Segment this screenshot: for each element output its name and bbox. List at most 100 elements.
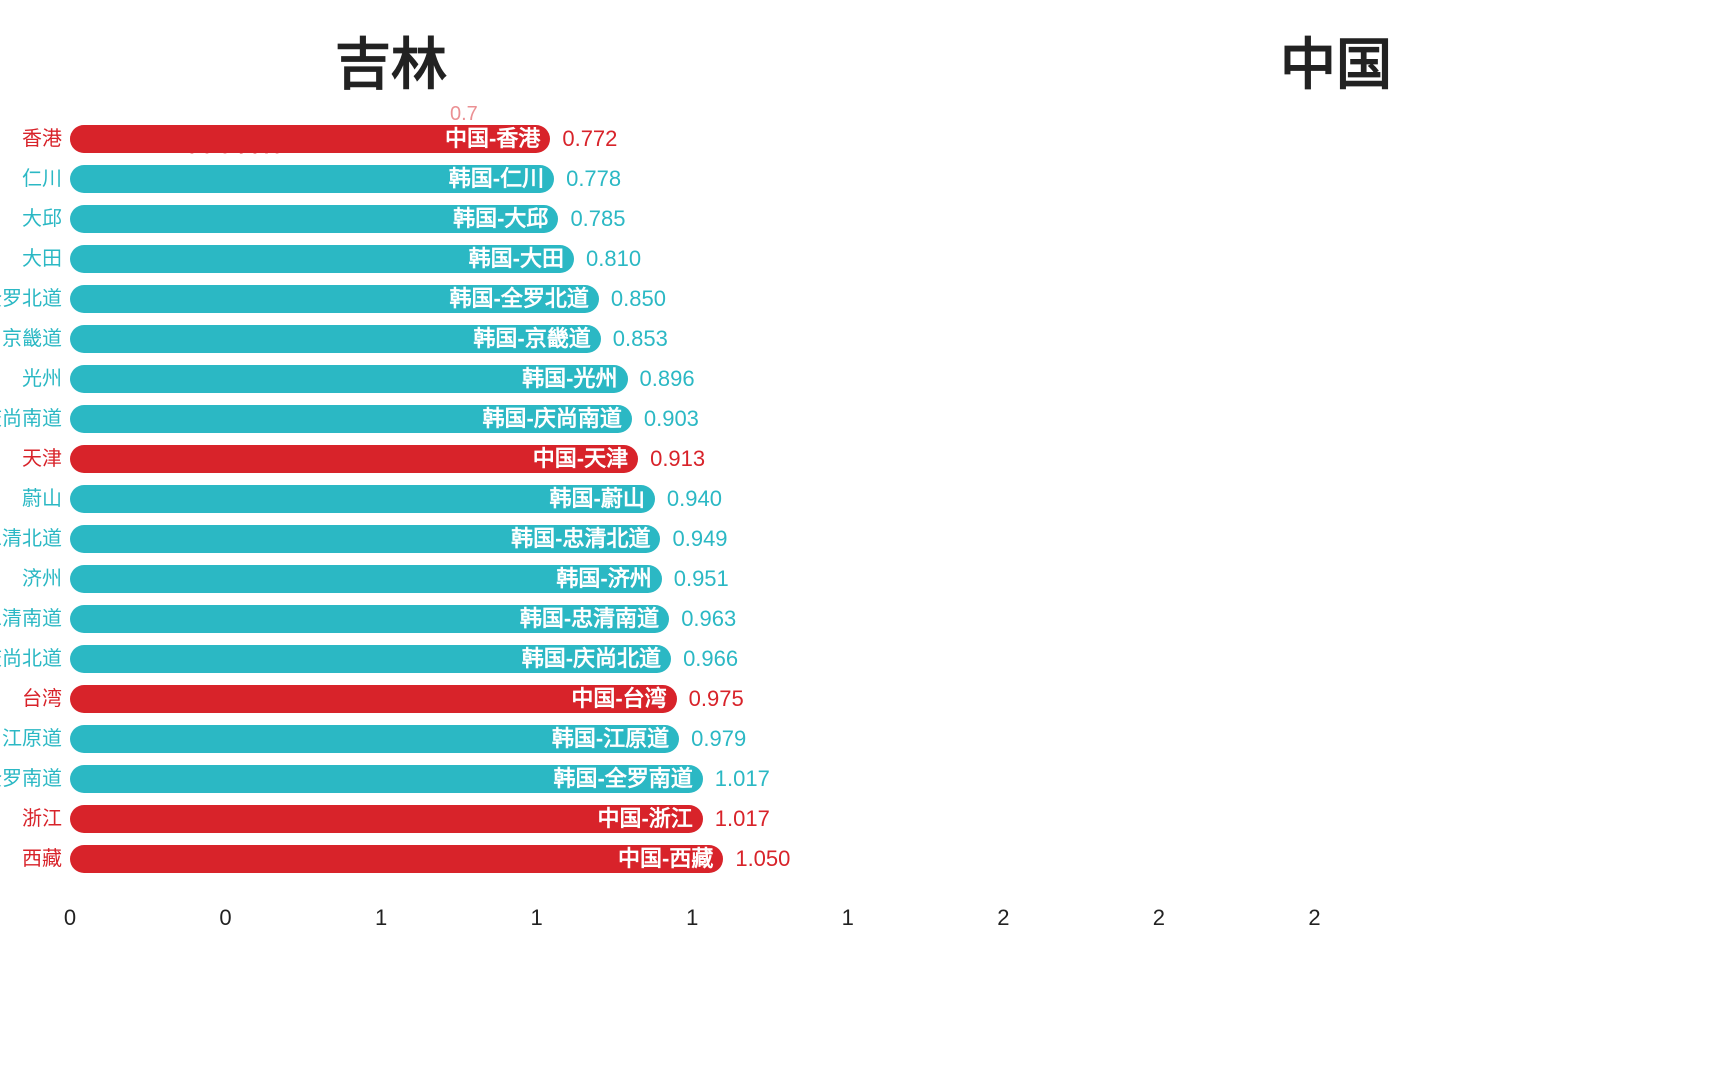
bar-row: 庆尚南道韩国-庆尚南道0.903 <box>70 405 1470 433</box>
bar-value-label: 0.903 <box>644 405 699 433</box>
bar-inner-label: 韩国-忠清北道 <box>511 525 650 553</box>
bar-chart: 中国-吉林0.7香港中国-香港0.772仁川韩国-仁川0.778大邱韩国-大邱0… <box>70 125 1470 885</box>
bar-value-label: 0.853 <box>613 325 668 353</box>
bar-inner-label: 中国-香港 <box>445 125 540 153</box>
bar: 中国-台湾 <box>70 685 677 713</box>
bar: 韩国-京畿道 <box>70 325 601 353</box>
bar-inner-label: 韩国-大邱 <box>453 205 548 233</box>
bar-inner-label: 韩国-大田 <box>469 245 564 273</box>
bar: 韩国-蔚山 <box>70 485 655 513</box>
title-left: 吉林 <box>335 20 447 101</box>
bar-row: 台湾中国-台湾0.975 <box>70 685 1470 713</box>
x-tick-label: 2 <box>1308 905 1320 931</box>
x-tick-label: 2 <box>1153 905 1165 931</box>
bar-inner-label: 韩国-京畿道 <box>473 325 590 353</box>
y-axis-label: 京畿道 <box>2 325 62 353</box>
ghost-bar-value: 0.7 <box>450 103 478 126</box>
bar-row: 忠清南道韩国-忠清南道0.963 <box>70 605 1470 633</box>
bar-value-label: 0.979 <box>691 725 746 753</box>
y-axis-label: 庆尚北道 <box>0 645 62 673</box>
bar-inner-label: 韩国-庆尚北道 <box>522 645 661 673</box>
bar: 韩国-大田 <box>70 245 574 273</box>
bar-inner-label: 韩国-全罗北道 <box>450 285 589 313</box>
bar-row: 光州韩国-光州0.896 <box>70 365 1470 393</box>
bar: 韩国-全罗南道 <box>70 765 703 793</box>
x-tick-label: 1 <box>531 905 543 931</box>
y-axis-label: 全罗北道 <box>0 285 62 313</box>
bar: 中国-香港 <box>70 125 550 153</box>
bar-row: 忠清北道韩国-忠清北道0.949 <box>70 525 1470 553</box>
bar-row: 西藏中国-西藏1.050 <box>70 845 1470 873</box>
bar-inner-label: 中国-西藏 <box>618 845 713 873</box>
bar-value-label: 0.940 <box>667 485 722 513</box>
y-axis-label: 大邱 <box>22 205 62 233</box>
bar-inner-label: 中国-台湾 <box>571 685 666 713</box>
bar-row: 全罗南道韩国-全罗南道1.017 <box>70 765 1470 793</box>
y-axis-label: 全罗南道 <box>0 765 62 793</box>
bar-value-label: 1.017 <box>715 765 770 793</box>
bar: 韩国-仁川 <box>70 165 554 193</box>
bar-value-label: 0.913 <box>650 445 705 473</box>
bar-row: 香港中国-香港0.772 <box>70 125 1470 153</box>
y-axis-label: 仁川 <box>22 165 62 193</box>
bar-value-label: 0.896 <box>640 365 695 393</box>
bar: 韩国-济州 <box>70 565 662 593</box>
x-tick-label: 0 <box>64 905 76 931</box>
bar-row: 江原道韩国-江原道0.979 <box>70 725 1470 753</box>
bar: 中国-西藏 <box>70 845 723 873</box>
bar-inner-label: 韩国-济州 <box>556 565 651 593</box>
bar-row: 全罗北道韩国-全罗北道0.850 <box>70 285 1470 313</box>
bar-value-label: 0.772 <box>562 125 617 153</box>
bar-row: 京畿道韩国-京畿道0.853 <box>70 325 1470 353</box>
y-axis-label: 庆尚南道 <box>0 405 62 433</box>
bar-value-label: 0.810 <box>586 245 641 273</box>
y-axis-label: 浙江 <box>22 805 62 833</box>
bar-inner-label: 韩国-全罗南道 <box>553 765 692 793</box>
bar-value-label: 0.951 <box>674 565 729 593</box>
bar-value-label: 0.850 <box>611 285 666 313</box>
y-axis-label: 天津 <box>22 445 62 473</box>
bar-value-label: 1.050 <box>735 845 790 873</box>
x-tick-label: 2 <box>997 905 1009 931</box>
bar-row: 济州韩国-济州0.951 <box>70 565 1470 593</box>
y-axis-label: 忠清北道 <box>0 525 62 553</box>
bar-value-label: 0.949 <box>672 525 727 553</box>
y-axis-label: 江原道 <box>2 725 62 753</box>
bar: 韩国-全罗北道 <box>70 285 599 313</box>
bar: 韩国-大邱 <box>70 205 558 233</box>
bar-row: 蔚山韩国-蔚山0.940 <box>70 485 1470 513</box>
bar-inner-label: 韩国-江原道 <box>552 725 669 753</box>
bar-row: 仁川韩国-仁川0.778 <box>70 165 1470 193</box>
bar-inner-label: 韩国-庆尚南道 <box>483 405 622 433</box>
bar: 韩国-江原道 <box>70 725 679 753</box>
bar-inner-label: 韩国-仁川 <box>449 165 544 193</box>
y-axis-label: 蔚山 <box>22 485 62 513</box>
bar-row: 大邱韩国-大邱0.785 <box>70 205 1470 233</box>
bar-value-label: 0.785 <box>570 205 625 233</box>
bar-value-label: 0.963 <box>681 605 736 633</box>
bar-row: 大田韩国-大田0.810 <box>70 245 1470 273</box>
y-axis-label: 西藏 <box>22 845 62 873</box>
y-axis-label: 济州 <box>22 565 62 593</box>
title-right: 中国 <box>1280 20 1392 101</box>
y-axis-label: 台湾 <box>22 685 62 713</box>
bar-inner-label: 中国-浙江 <box>597 805 692 833</box>
bar-row: 庆尚北道韩国-庆尚北道0.966 <box>70 645 1470 673</box>
bar-inner-label: 韩国-蔚山 <box>550 485 645 513</box>
y-axis-label: 香港 <box>22 125 62 153</box>
bar-inner-label: 韩国-光州 <box>522 365 617 393</box>
bar: 韩国-忠清南道 <box>70 605 669 633</box>
x-tick-label: 0 <box>219 905 231 931</box>
bar: 中国-浙江 <box>70 805 703 833</box>
y-axis-label: 光州 <box>22 365 62 393</box>
bar-inner-label: 中国-天津 <box>533 445 628 473</box>
bar: 韩国-庆尚南道 <box>70 405 632 433</box>
bar-row: 浙江中国-浙江1.017 <box>70 805 1470 833</box>
bar-value-label: 0.966 <box>683 645 738 673</box>
x-tick-label: 1 <box>842 905 854 931</box>
bar-value-label: 0.778 <box>566 165 621 193</box>
bar-value-label: 0.975 <box>689 685 744 713</box>
bar: 韩国-庆尚北道 <box>70 645 671 673</box>
x-tick-label: 1 <box>375 905 387 931</box>
bar-value-label: 1.017 <box>715 805 770 833</box>
